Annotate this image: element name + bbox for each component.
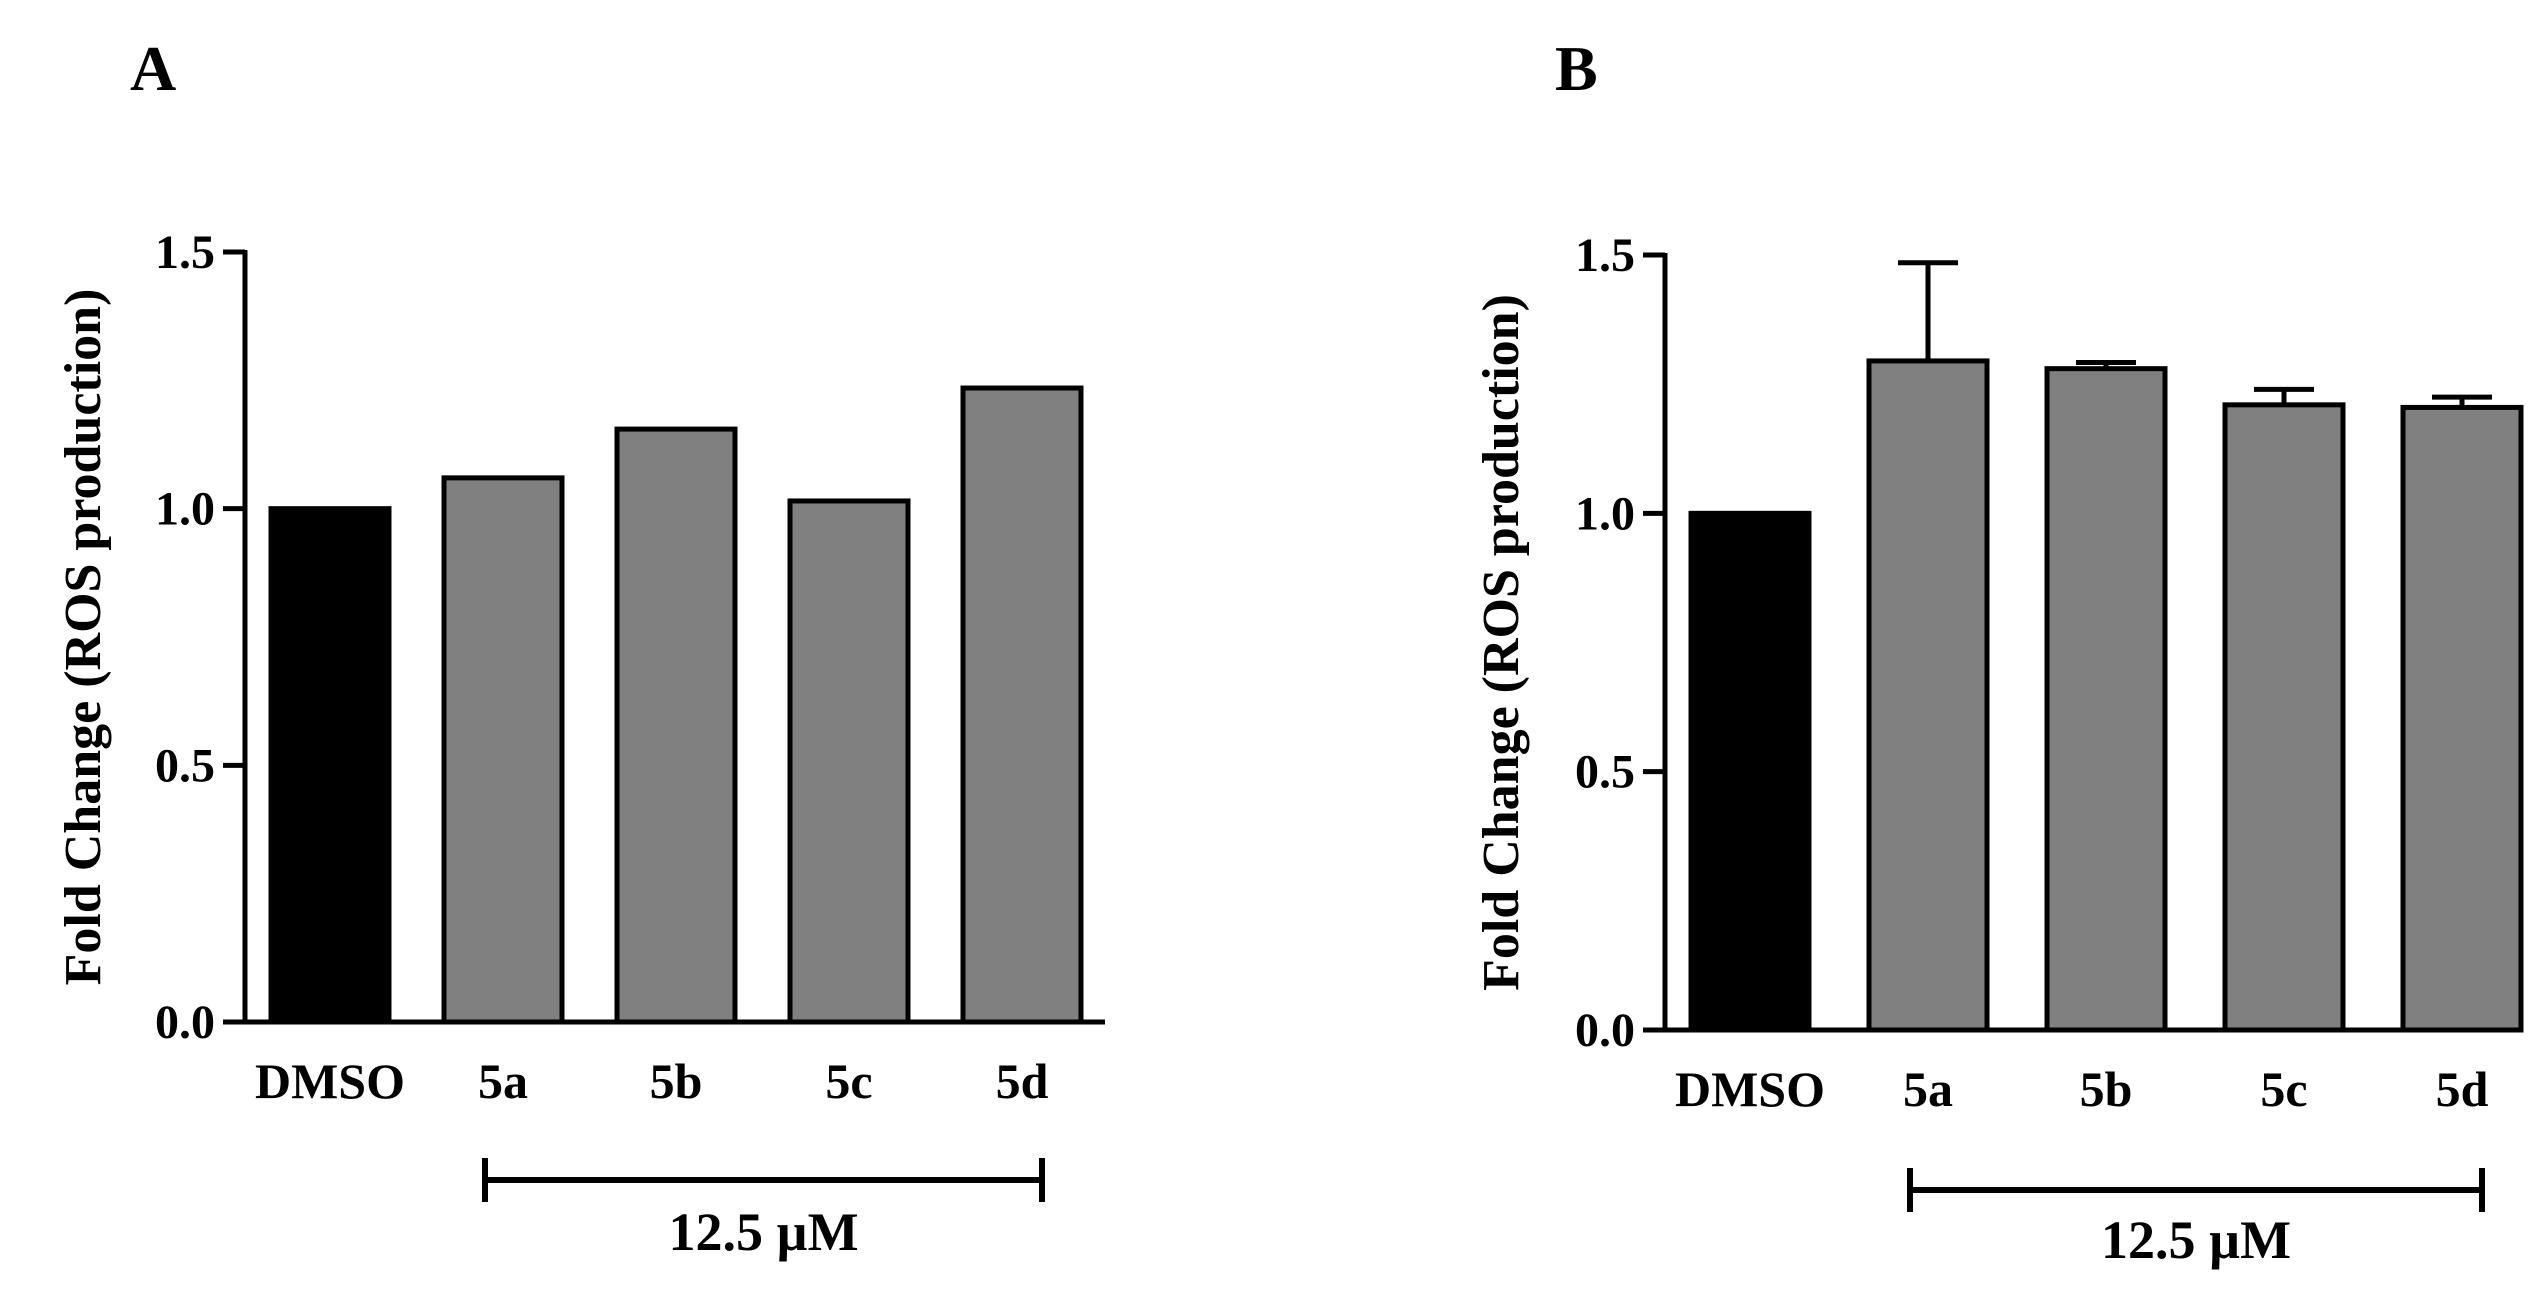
category-label-a-5d: 5d (996, 1053, 1049, 1109)
panel-letter-b: B (1555, 33, 1598, 104)
bar-b-5a (1866, 358, 1990, 1033)
y-tick-label-b-1: 0.5 (1575, 746, 1635, 799)
y-tick-label-a-2: 1.0 (155, 483, 215, 536)
bar-a-5c (787, 498, 911, 1025)
category-label-a-5b: 5b (650, 1053, 703, 1109)
bar-b-dmso (1688, 510, 1812, 1033)
y-tick-label-a-3: 1.5 (155, 226, 215, 279)
category-label-b-5a: 5a (1903, 1061, 1953, 1117)
y-axis-title-b: Fold Change (ROS production) (1473, 294, 1530, 991)
bar-a-dmso (268, 506, 392, 1025)
panel-a: A 0.0 0.5 1.0 1.5 Fold Change (ROS production… (55, 33, 1105, 1262)
y-axis-title-a: Fold Change (ROS production) (55, 289, 112, 986)
bar-b-5d (2400, 404, 2524, 1033)
y-tick-label-b-0: 0.0 (1575, 1004, 1635, 1057)
category-label-b-5b: 5b (2080, 1061, 2133, 1117)
y-tick-label-b-3: 1.5 (1575, 229, 1635, 282)
category-label-b-5c: 5c (2260, 1061, 2307, 1117)
bar-a-5b (614, 426, 738, 1025)
panel-b: B 0.0 0.5 1.0 1.5 Fold Change (ROS production… (1473, 33, 2524, 1270)
panel-letter-a: A (130, 33, 176, 104)
y-tick-label-b-2: 1.0 (1575, 487, 1635, 540)
category-label-a-5c: 5c (825, 1053, 872, 1109)
y-tick-label-a-0: 0.0 (155, 996, 215, 1049)
category-label-a-dmso: DMSO (255, 1053, 405, 1109)
bar-a-5d (960, 385, 1084, 1025)
concentration-label-b: 12.5 µM (2101, 1210, 2291, 1270)
category-label-b-5d: 5d (2436, 1061, 2489, 1117)
bar-b-5b (2044, 366, 2168, 1033)
concentration-label-a: 12.5 µM (668, 1202, 858, 1262)
category-label-a-5a: 5a (478, 1053, 528, 1109)
bar-a-5a (441, 475, 565, 1025)
y-tick-label-a-1: 0.5 (155, 739, 215, 792)
bar-b-5c (2222, 402, 2346, 1033)
category-label-b-dmso: DMSO (1675, 1061, 1825, 1117)
